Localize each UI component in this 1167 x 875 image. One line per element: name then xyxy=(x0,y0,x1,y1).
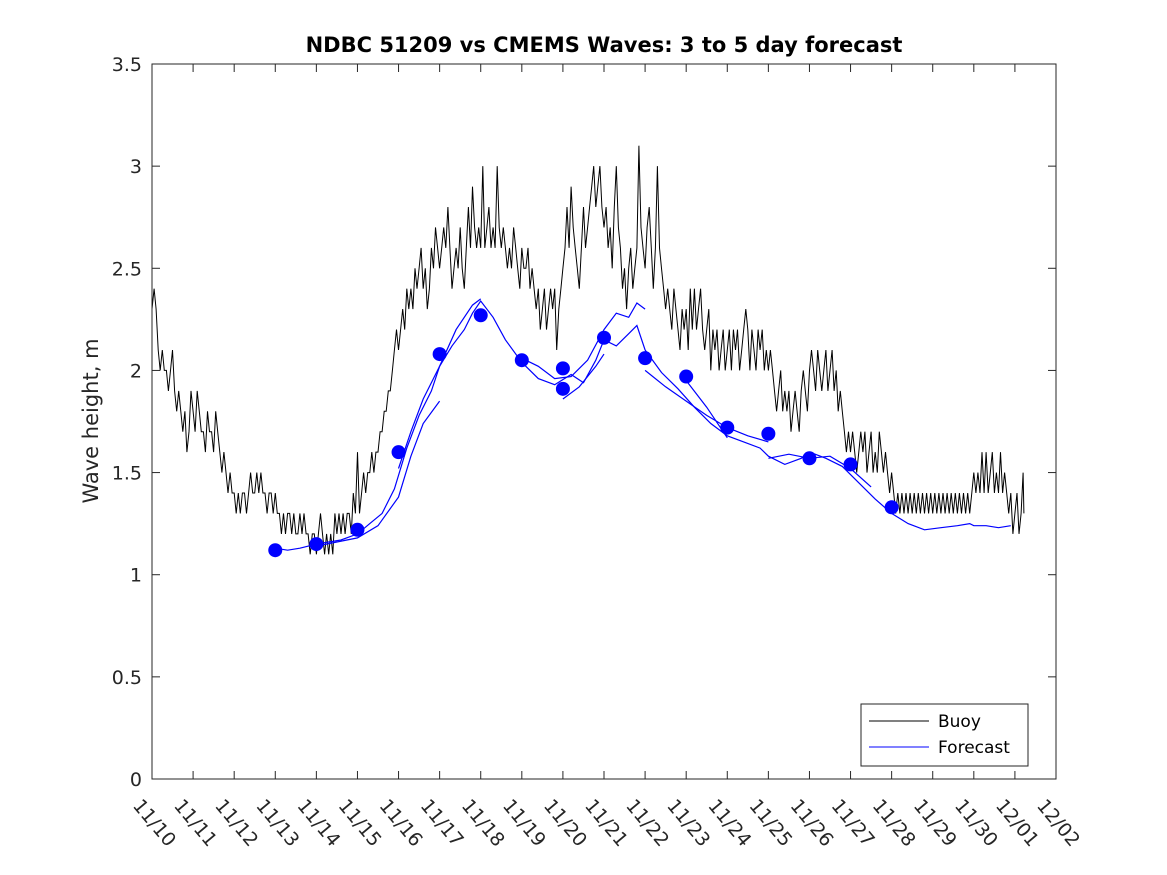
forecast-line xyxy=(562,353,605,400)
y-tick-label: 0 xyxy=(130,769,142,791)
y-axis: 0 0.5 1 1.5 2 2.5 3 3.5 xyxy=(112,54,1056,791)
forecast-line xyxy=(397,298,482,469)
forecast-marker xyxy=(597,330,611,345)
y-axis-label: Wave height, m xyxy=(79,338,103,503)
forecast-line xyxy=(316,400,441,547)
forecast-marker xyxy=(761,426,776,441)
forecast-markers xyxy=(268,308,899,558)
y-tick-label: 2.5 xyxy=(112,258,142,280)
forecast-marker xyxy=(391,445,406,460)
buoy-line xyxy=(151,145,1025,555)
forecast-line xyxy=(768,453,872,488)
forecast-marker xyxy=(843,457,858,472)
forecast-marker xyxy=(679,369,694,384)
forecast-marker xyxy=(802,451,817,466)
forecast-marker xyxy=(268,543,283,558)
forecast-line xyxy=(644,369,769,443)
forecast-marker xyxy=(514,353,529,368)
legend-box xyxy=(860,703,1029,767)
forecast-marker xyxy=(432,347,447,362)
forecast-marker xyxy=(638,351,653,366)
forecast-marker xyxy=(555,381,570,396)
forecast-line xyxy=(521,302,646,380)
legend-buoy-label: Buoy xyxy=(938,712,981,732)
forecast-marker xyxy=(309,537,324,552)
legend: Buoy Forecast xyxy=(860,703,1029,767)
y-tick-label: 1.5 xyxy=(112,463,142,485)
chart-title: NDBC 51209 vs CMEMS Waves: 3 to 5 day fo… xyxy=(306,33,903,57)
y-tick-label: 3.5 xyxy=(112,54,142,76)
y-tick-label: 1 xyxy=(130,565,142,587)
y-tick-label: 3 xyxy=(130,156,142,178)
legend-forecast-label: Forecast xyxy=(938,738,1010,758)
y-tick-label: 2 xyxy=(130,360,142,382)
forecast-marker xyxy=(473,308,488,323)
plot-area xyxy=(152,64,1056,779)
forecast-marker xyxy=(350,522,365,537)
forecast-marker xyxy=(884,500,899,515)
forecast-marker xyxy=(720,420,735,435)
plot-frame xyxy=(151,63,1057,780)
forecast-marker xyxy=(555,361,570,376)
buoy-series xyxy=(151,145,1025,555)
y-tick-label: 0.5 xyxy=(112,667,142,689)
